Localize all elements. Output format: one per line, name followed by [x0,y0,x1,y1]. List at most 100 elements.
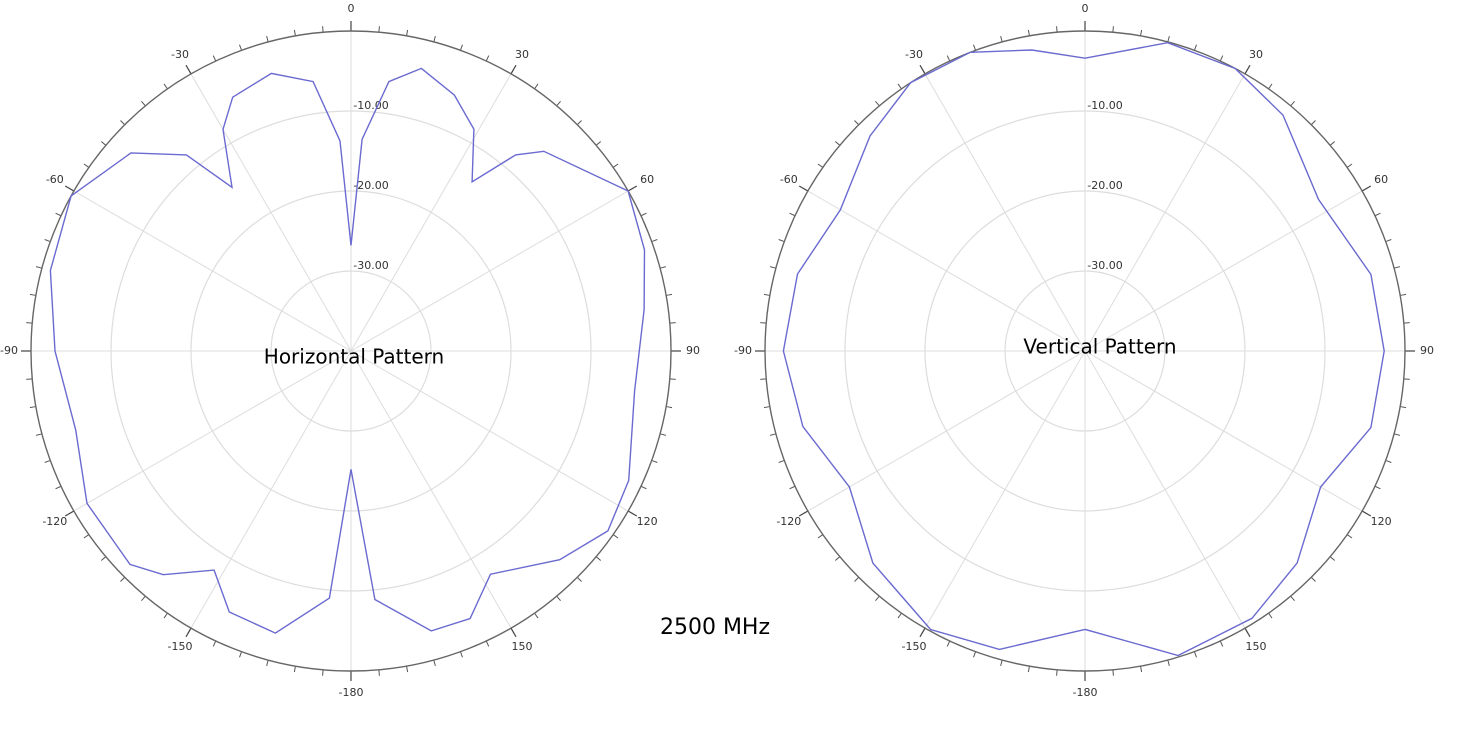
minor-tick [1385,239,1392,243]
minor-tick [651,459,658,463]
angle-label: 90 [686,344,700,357]
r-tick-label: -10.00 [1087,99,1122,112]
minor-tick [1268,83,1273,90]
angle-label: -150 [902,640,927,653]
angle-label: -60 [46,173,64,186]
major-tick [1361,185,1372,192]
minor-tick [666,406,673,409]
minor-tick [1000,35,1003,43]
minor-tick [141,100,146,107]
minor-tick [875,100,880,107]
minor-tick [485,640,490,647]
minor-tick [44,239,51,243]
major-tick [510,64,517,75]
minor-tick [651,239,658,243]
minor-tick [834,141,841,146]
angle-label: 30 [515,48,529,61]
minor-tick [789,485,796,490]
minor-tick [266,35,269,43]
minor-tick [640,485,647,490]
major-tick [919,627,926,638]
angle-label: 90 [1420,344,1434,357]
minor-tick [556,100,561,107]
angle-label: -60 [780,173,798,186]
caption: 2500 MHz [660,615,770,640]
minor-tick [163,612,168,619]
chart-title: Vertical Pattern [1023,335,1176,359]
minor-tick [897,83,902,90]
minor-tick [1268,612,1273,619]
grid-ring [844,110,1326,592]
r-tick-label: -10.00 [353,99,388,112]
minor-tick [163,83,168,90]
minor-tick [1027,29,1030,36]
minor-tick [640,212,647,217]
minor-tick [239,44,243,51]
minor-tick [1346,163,1353,168]
minor-tick [1290,100,1295,107]
minor-tick [595,141,602,146]
major-tick [1361,510,1372,517]
minor-tick [100,141,107,146]
minor-tick [1193,651,1197,658]
minor-tick [1140,29,1143,36]
minor-tick [769,266,777,269]
major-tick [919,64,926,75]
minor-tick [854,576,860,582]
minor-tick [778,459,785,463]
r-tick-label: -20.00 [353,179,388,192]
minor-tick [556,595,561,602]
major-tick [510,627,517,638]
minor-tick [100,556,107,561]
angle-label: -180 [1073,686,1098,699]
minor-tick [1374,485,1381,490]
minor-tick [1385,459,1392,463]
minor-tick [293,29,296,36]
minor-tick [459,44,463,51]
minor-tick [1403,378,1410,380]
minor-tick [973,44,977,51]
minor-tick [1167,659,1170,667]
minor-tick [433,35,436,43]
minor-tick [875,595,880,602]
minor-tick [459,651,463,658]
minor-tick [378,669,380,676]
grid-ring [190,190,512,512]
minor-tick [1329,141,1336,146]
outer-ring [764,30,1406,672]
minor-tick [1346,534,1353,539]
minor-tick [612,534,619,539]
major-tick [185,627,192,638]
minor-tick [778,239,785,243]
minor-tick [763,293,770,296]
minor-tick [35,433,43,436]
minor-tick [1112,26,1114,33]
minor-tick [659,433,667,436]
r-tick-label: -30.00 [353,259,388,272]
minor-tick [406,666,409,673]
major-tick [798,185,809,192]
minor-tick [141,595,146,602]
grid-ring [270,270,432,432]
major-tick [64,510,75,517]
minor-tick [534,612,539,619]
minor-tick [854,120,860,126]
minor-tick [212,55,217,62]
minor-tick [1219,640,1224,647]
minor-tick [669,322,676,324]
minor-tick [1310,576,1316,582]
minor-tick [1374,212,1381,217]
minor-tick [26,322,33,324]
minor-tick [1056,669,1058,676]
major-tick [627,185,638,192]
minor-tick [1140,666,1143,673]
minor-tick [1000,659,1003,667]
minor-tick [659,266,667,269]
minor-tick [769,433,777,436]
minor-tick [1027,666,1030,673]
minor-tick [266,659,269,667]
minor-tick [55,485,62,490]
pattern-line [782,41,1385,657]
outer-ring [30,30,672,672]
